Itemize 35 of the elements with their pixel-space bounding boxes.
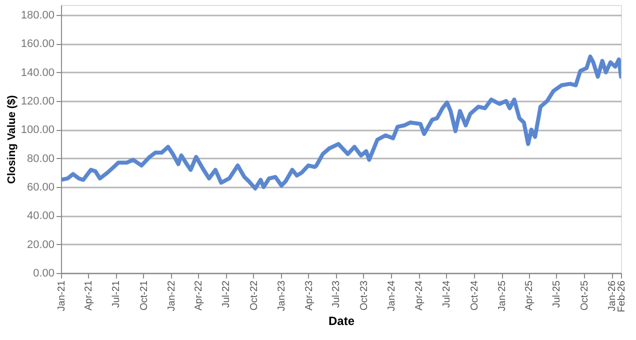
x-tick-label: Oct-25 [579,280,590,311]
x-tick-label: Oct-23 [358,280,370,311]
x-axis-title: Date [328,314,355,328]
x-tick-label: Jan-23 [276,280,288,312]
x-tick-label: Feb-26 [616,280,628,312]
x-tick-label: Jul-21 [111,280,122,308]
x-tick-label: Jul-25 [552,280,563,308]
y-tick-label: 160.00 [20,38,54,50]
x-tick-label: Jul-23 [331,280,342,308]
x-tick-label: Jul-24 [442,280,453,308]
x-tick-label: Jan-26 [607,280,618,312]
y-tick-label: 0.00 [33,268,54,280]
y-tick-label: 40.00 [26,210,54,222]
line-series [61,54,621,190]
x-tick-label: Oct-24 [469,280,480,311]
x-tick-label: Jan-24 [386,280,398,312]
x-tick-label: Apr-24 [414,280,426,311]
x-tick-label: Apr-25 [524,280,536,311]
x-tick-label: Apr-21 [84,280,95,311]
x-tick-label: Apr-23 [304,280,315,311]
x-tick-label: Apr-22 [194,280,205,311]
y-tick-label: 100.00 [20,124,54,136]
y-tick-label: 20.00 [26,238,54,251]
x-tick-label: Jan-21 [56,280,68,312]
x-tick-label: Jan-22 [166,280,178,312]
x-tick-label: Jul-22 [221,280,232,308]
x-tick-label: Oct-21 [138,280,150,311]
y-tick-label: 60.00 [26,182,54,194]
x-tick-label: Jan-25 [497,280,508,312]
y-tick-label: 180.00 [20,10,54,22]
x-tick-label: Oct-22 [248,280,260,311]
y-tick-label: 120.00 [20,96,54,108]
y-tick-label: 80.00 [26,152,54,165]
y-axis-title: Closing Value ($) [6,94,18,184]
y-tick-label: 140.00 [20,66,54,79]
